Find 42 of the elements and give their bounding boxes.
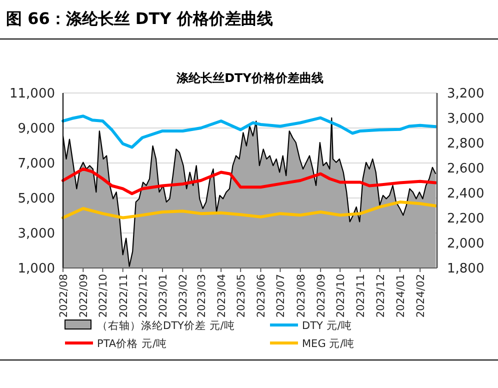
x-tick-label: 2023/01 — [158, 274, 170, 318]
chart-title: 图 66：涤纶长丝 DTY 价格价差曲线 — [6, 9, 273, 28]
x-tick-label: 2022/10 — [98, 274, 110, 318]
x-tick-label: 2023/10 — [335, 274, 348, 318]
line-series — [62, 200, 438, 220]
x-tick-label: 2023/03 — [196, 274, 208, 318]
y-tick-label: 1,000 — [18, 262, 55, 276]
y2-tick-label: 2,200 — [447, 212, 484, 226]
line-series — [62, 167, 438, 196]
y2-tick-label: 2,400 — [447, 186, 484, 202]
y2-tick-label: 2,000 — [447, 236, 484, 252]
y-tick-label: 3,000 — [18, 226, 55, 242]
x-tick-label: 2022/08 — [58, 274, 70, 318]
x-tick-label: 2023/07 — [275, 274, 288, 318]
legend-label: PTA价格 元/吨 — [97, 337, 167, 350]
y2-tick-label: 2,600 — [447, 162, 484, 176]
x-tick-label: 2024/01 — [394, 274, 407, 318]
y-tick-label: 9,000 — [18, 122, 55, 136]
x-tick-label: 2023/08 — [295, 274, 308, 318]
chart-subtitle: 涤纶长丝DTY价格价差曲线 — [176, 71, 324, 85]
x-tick-label: 2023/12 — [374, 274, 387, 318]
y2-tick-label: 3,000 — [447, 112, 484, 126]
legend-label: MEG 元/吨 — [302, 337, 355, 350]
y-tick-label: 5,000 — [18, 192, 55, 206]
x-tick-label: 2023/05 — [236, 274, 248, 318]
y2-tick-label: 1,800 — [447, 262, 484, 276]
x-tick-label: 2023/06 — [256, 274, 268, 318]
legend-label: （右轴）涤纶DTY价差 元/吨 — [97, 319, 235, 332]
y2-tick-label: 2,800 — [447, 136, 484, 152]
y-tick-label: 11,000 — [10, 86, 55, 102]
y2-tick-label: 3,200 — [447, 86, 484, 102]
x-tick-label: 2022/12 — [137, 274, 150, 318]
legend-label: DTY 元/吨 — [302, 319, 352, 332]
x-tick-label: 2022/09 — [78, 274, 90, 318]
x-tick-label: 2022/11 — [118, 274, 130, 318]
x-tick-label: 2023/09 — [316, 274, 328, 318]
line-series — [62, 114, 438, 149]
y-tick-label: 7,000 — [18, 156, 55, 172]
x-tick-label: 2024/02 — [415, 274, 428, 318]
x-tick-label: 2023/11 — [355, 274, 368, 318]
x-tick-label: 2023/04 — [216, 274, 228, 318]
x-tick-label: 2023/02 — [178, 274, 190, 318]
